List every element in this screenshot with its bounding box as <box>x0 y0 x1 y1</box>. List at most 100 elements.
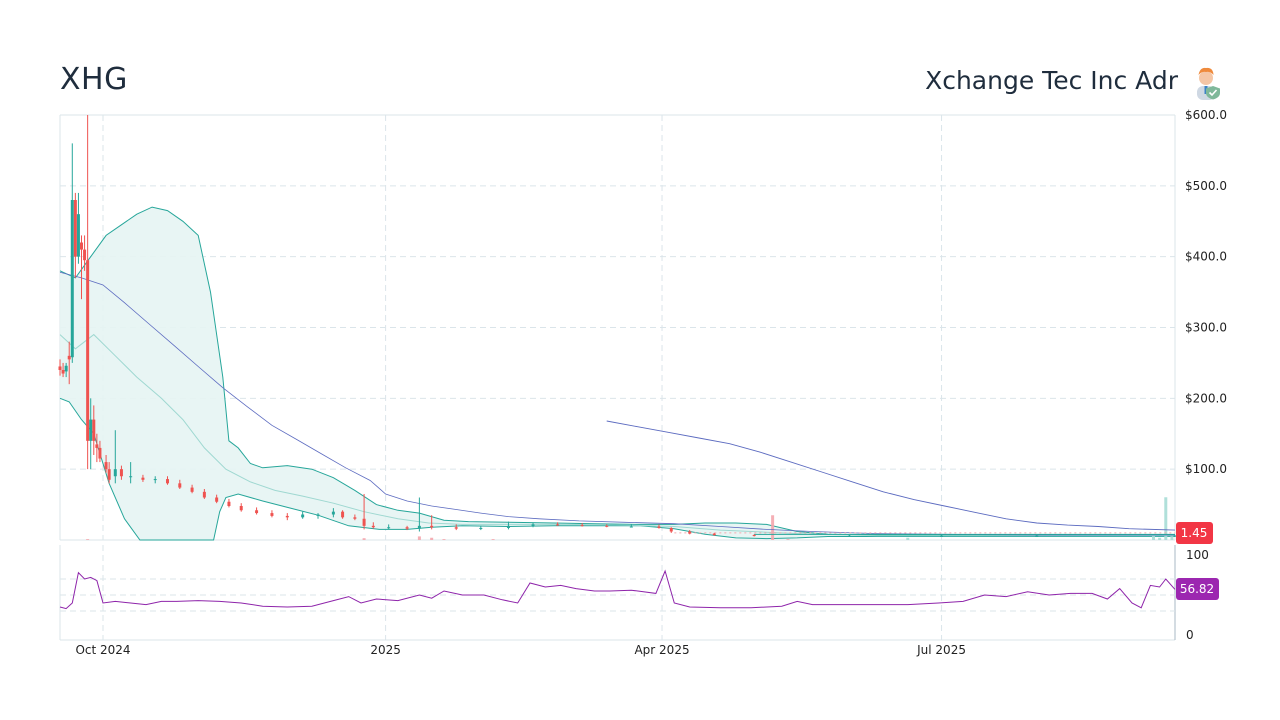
candle-body <box>556 524 560 526</box>
candle-body <box>712 533 716 536</box>
volume-bar <box>430 537 434 540</box>
candlesticks <box>58 115 1177 537</box>
candle-body <box>605 525 609 527</box>
candle-body <box>89 419 93 441</box>
volume-bars <box>86 497 1174 540</box>
candle-body <box>629 526 633 528</box>
last-price-value: 1.45 <box>1181 526 1208 540</box>
volume-bar <box>442 539 446 540</box>
volume-bar <box>786 539 790 540</box>
rsi-line <box>59 569 1176 610</box>
rsi-tick-label: 0 <box>1186 628 1194 642</box>
rsi-last-value: 56.82 <box>1180 582 1214 596</box>
candle-body <box>215 497 219 502</box>
candle-body <box>362 518 366 526</box>
price-tick-label: $200.0 <box>1185 391 1227 405</box>
price-tick-label: $400.0 <box>1185 250 1227 264</box>
candle-body <box>141 477 145 480</box>
ticker-symbol: XHG <box>60 62 128 97</box>
candle-body <box>387 527 391 529</box>
candle-body <box>331 511 335 515</box>
rsi-tick-label: 100 <box>1186 548 1209 562</box>
candle-body <box>405 527 409 529</box>
candle-body <box>202 491 206 498</box>
time-tick-label: 2025 <box>370 643 401 657</box>
bollinger-bands <box>59 206 1175 541</box>
volume-bar <box>1158 537 1162 540</box>
candle-body <box>64 365 68 372</box>
candle-body <box>190 487 194 492</box>
candle-body <box>67 355 71 360</box>
candle-body <box>107 469 111 480</box>
candle-body <box>58 366 62 370</box>
candle-body <box>70 200 74 358</box>
candle-body <box>301 514 305 518</box>
candle-body <box>255 510 259 514</box>
candle-body <box>86 260 90 441</box>
candle-body <box>227 501 231 506</box>
candle-body <box>657 526 661 528</box>
volume-bar <box>86 539 90 540</box>
candle-body <box>92 419 96 441</box>
volume-bar <box>1170 536 1174 540</box>
time-tick-label: Jul 2025 <box>916 643 966 657</box>
candle-body <box>61 370 65 374</box>
company-name: Xchange Tec Inc Adr <box>925 66 1178 95</box>
person-with-shield-icon <box>1197 67 1220 100</box>
candle-body <box>1035 535 1039 537</box>
candle-body <box>506 525 510 528</box>
candle-body <box>752 535 756 537</box>
candle-body <box>479 527 483 529</box>
candle-body <box>669 527 673 532</box>
rsi-value-badge: 56.82 <box>1176 578 1219 600</box>
time-tick-label: Oct 2024 <box>75 643 130 657</box>
volume-bar <box>491 539 495 540</box>
candle-body <box>129 476 133 478</box>
volume-bar <box>906 537 910 540</box>
candle-body <box>104 462 108 470</box>
time-axis: Oct 2024 2025 Apr 2025 Jul 2025 <box>75 643 966 657</box>
rsi-axis: 100 0 <box>1186 548 1209 642</box>
candle-body <box>113 469 117 477</box>
candle-body <box>316 514 320 516</box>
last-price-badge: 1.45 <box>1176 522 1213 544</box>
candle-body <box>341 511 345 518</box>
candle-body <box>80 242 84 250</box>
sma-long-line <box>59 271 1175 536</box>
candle-body <box>239 506 243 511</box>
candle-body <box>353 517 357 519</box>
grid <box>60 114 1175 640</box>
volume-bar <box>1151 535 1155 540</box>
candle-body <box>430 525 434 528</box>
bollinger-upper-line <box>59 206 1175 536</box>
candle-body <box>178 483 182 488</box>
bollinger-fill <box>60 207 1175 540</box>
candle-body <box>83 249 87 261</box>
price-tick-label: $500.0 <box>1185 179 1227 193</box>
candle-body <box>119 469 123 477</box>
candle-body <box>76 214 80 257</box>
time-tick-label: Apr 2025 <box>634 643 689 657</box>
volume-bar <box>362 538 366 540</box>
candle-body <box>580 525 584 527</box>
candle-body <box>417 525 421 529</box>
candle-body <box>847 535 851 537</box>
candle-body <box>73 200 77 257</box>
rsi-indicator <box>59 569 1176 610</box>
candle-body <box>454 527 458 529</box>
candle-body <box>371 525 375 528</box>
rsi-panel-frame <box>59 545 1176 641</box>
candle-body <box>95 444 99 448</box>
volume-bar <box>1164 497 1168 540</box>
candle-body <box>940 535 944 537</box>
volume-bar <box>771 515 775 540</box>
price-axis: $600.0 $500.0 $400.0 $300.0 $200.0 $100.0 <box>1185 108 1227 476</box>
price-tick-label: $100.0 <box>1185 462 1227 476</box>
sma-200-line <box>606 420 1176 531</box>
candle-body <box>285 515 289 518</box>
candle-body <box>688 531 692 534</box>
moving-averages <box>59 271 1176 536</box>
candle-body <box>98 447 102 459</box>
candle-body <box>1173 535 1177 537</box>
